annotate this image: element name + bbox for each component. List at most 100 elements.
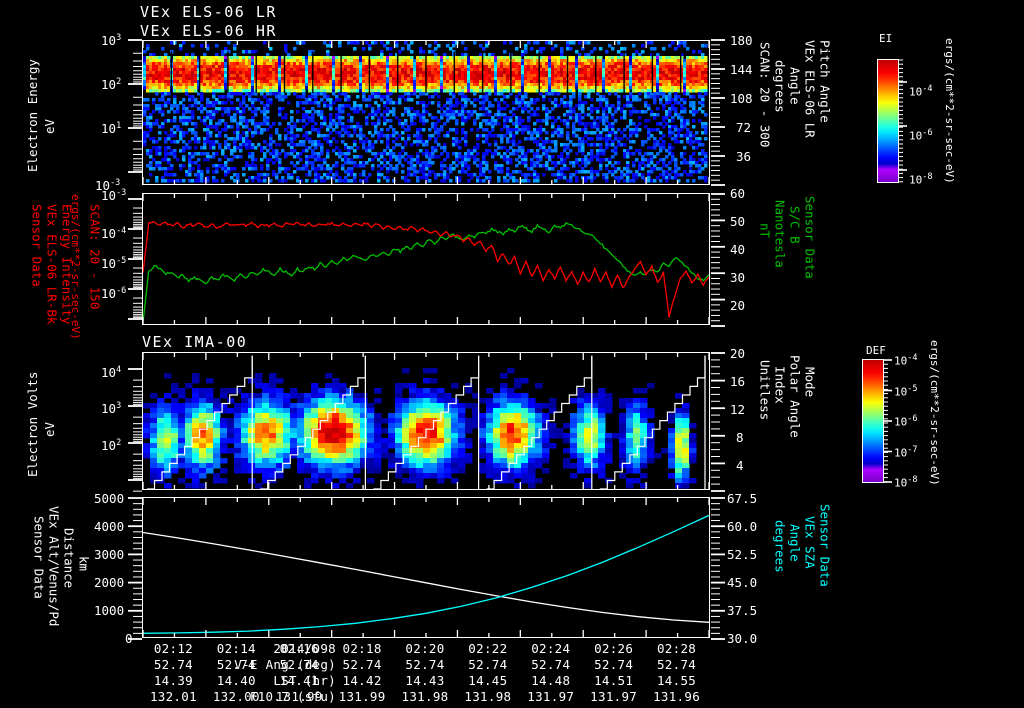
panel2-rlabel-1: S/C B [787,206,803,244]
colorbar2-tick-0: 10-4 [894,353,918,368]
axistable-rowlabel-3: F10.7 (sfu) [249,689,336,704]
panel3-rlabel-1: Polar Angle [787,355,803,438]
axistable-cell-time-7: 02:26 [594,641,634,656]
axistable-cell-ve_ang-5: 52.74 [468,657,508,672]
axistable-cell-f107-5: 131.98 [464,689,512,704]
panel1-ytick-bottom: 10-3 [95,178,121,194]
panel4-rtick-5: 30.0 [727,631,758,646]
panel1-left-ticks [128,39,142,173]
axistable-cell-time-6: 02:24 [531,641,571,656]
panel1-rtick-4: 36 [736,149,752,164]
panel3-ytick-2: 102 [101,438,122,454]
colorbar2-units: ergs/(cm**2-sr-sec-eV) [928,340,941,486]
panel4-ltick-1: 4000 [94,519,125,534]
colorbar2-gradient [862,359,884,483]
panel1-ytick-2: 101 [101,121,122,137]
panel1-title-lr: VEx ELS-06 LR [140,3,277,21]
colorbar1-tick-2: 10-8 [909,172,933,187]
panel2-ltick-top: 10-3 [101,188,127,204]
panel3-spectrogram[interactable] [142,352,710,490]
panel4-rtick-1: 60.0 [727,519,758,534]
panel1-ytick-1: 102 [101,77,122,93]
panel3-yunit: eV [42,421,57,437]
colorbar2-ticks [883,359,892,483]
panel4-rlabel-0: Sensor Data [817,504,833,587]
panel4-rtick-2: 52.5 [727,547,758,562]
colorbar2-tick-3: 10-7 [894,445,918,460]
panel2-left-ticks [128,198,142,320]
panel4-llabel-2: Distance [61,528,77,589]
axistable-cell-time-8: 02:28 [656,641,697,656]
panel2-rlabel-2: Nanotesla [772,200,788,268]
axistable-cell-ve_ang-4: 52.74 [405,657,445,672]
colorbar2-tick-2: 10-6 [894,414,918,429]
panel3-ytick-1: 103 [101,401,122,417]
panel2-rlabel-3: nT [757,223,773,239]
panel1-title-hr: VEx ELS-06 HR [140,22,277,40]
colorbar1-label: EI [879,32,893,45]
panel1-rlabel-3: degrees [772,60,788,113]
panel2-llabel-3: ergs/(cm**2-sr-sec-eV) [69,194,82,340]
axistable-cell-lst-5: 14.45 [468,673,508,688]
colorbar2-tick-4: 10-8 [894,475,918,490]
panel3-title: VEx IMA-00 [142,333,248,351]
panel2-rtick-1: 50 [730,214,746,229]
panel2-llabel-4: SCAN: 20 - 150 [87,204,103,310]
colorbar2-label: DEF [866,344,886,357]
panel4-rlabel-2: Angle [787,524,803,562]
colorbar1-tick-0: 10-4 [909,84,933,99]
panel3-rtick-3: 8 [736,430,744,445]
axistable-cell-lst-3: 14.42 [342,673,382,688]
axistable-cell-f107-7: 131.97 [590,689,638,704]
panel1-rlabel-2: Angle [787,67,803,105]
panel4-rtick-0: 67.5 [727,491,758,506]
axistable-cell-time-5: 02:22 [468,641,508,656]
panel2-right-ticks [711,193,725,327]
axistable-cell-time-3: 02:18 [342,641,382,656]
panel4-ltick-2: 3000 [94,547,125,562]
panel2-llabel-0: Sensor Data [29,204,45,287]
axistable-cell-ve_ang-7: 52.74 [594,657,634,672]
panel4-llabel-3: km [76,556,92,572]
axistable-rowlabel-1: V-E Ang (deg) [234,657,336,672]
panel4-ltick-0: 5000 [94,491,125,506]
panel3-ytick-0: 104 [101,365,122,381]
panel3-rlabel-0: Mode [802,367,818,398]
panel3-rtick-0: 20 [730,346,746,361]
panel3-right-ticks [711,352,725,492]
panel1-rlabel-4: SCAN: 20 - 300 [757,42,773,148]
panel4-ltick-3: 2000 [94,575,125,590]
panel2-ltick-0: 10-4 [101,226,127,242]
panel3-rtick-2: 12 [730,402,746,417]
axistable-cell-time-4: 02:20 [405,641,445,656]
panel1-rtick-0: 180 [730,33,753,48]
panel2-ltick-1: 10-5 [101,256,127,272]
axistable-cell-ve_ang-6: 52.74 [531,657,571,672]
panel4-timeseries[interactable] [142,497,710,638]
panel1-rlabel-0: Pitch Angle [817,40,833,123]
panel4-rtick-3: 45.0 [727,575,758,590]
colorbar1-tick-1: 10-6 [909,128,933,143]
panel3-rlabel-2: Index [772,366,788,404]
panel2-rtick-2: 40 [730,242,746,257]
panel4-left-ticks [128,497,142,640]
axistable-cell-lst-6: 14.48 [531,673,571,688]
panel4-right-ticks [711,497,725,640]
panel2-rtick-0: 60 [730,186,746,201]
panel4-llabel-0: Sensor Data [31,516,47,599]
panel3-rtick-1: 16 [730,374,746,389]
panel1-rtick-3: 72 [736,120,752,135]
panel1-ytick-0: 103 [101,33,122,49]
axistable-cell-f107-3: 131.99 [338,689,386,704]
panel2-ltick-2: 10-6 [101,286,127,302]
panel2-rtick-3: 30 [730,270,746,285]
panel2-timeseries[interactable] [142,193,710,325]
panel3-ylabel: Electron Volts [25,371,40,477]
panel1-rtick-2: 108 [730,91,753,106]
panel1-spectrogram[interactable] [142,40,710,185]
colorbar2-tick-1: 10-5 [894,384,918,399]
panel2-llabel-1: VEx ELS-06 LR-Bk [44,204,60,325]
colorbar1-gradient [877,59,899,183]
panel4-rlabel-3: degrees [772,520,788,573]
